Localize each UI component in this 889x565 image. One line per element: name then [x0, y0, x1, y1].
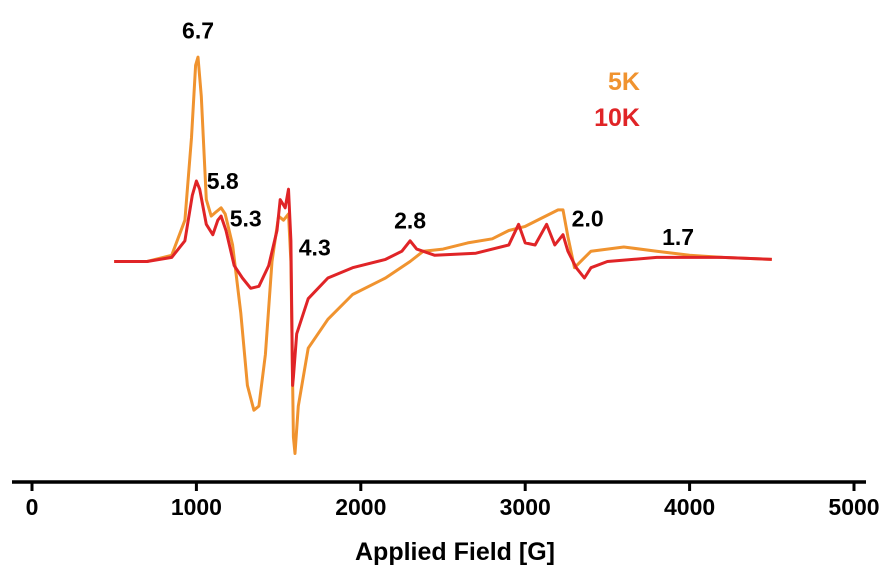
x-axis-ticks: 0 1000 2000 3000 4000 5000	[26, 482, 880, 520]
series-line-5k	[114, 55, 772, 455]
series-group	[114, 55, 772, 455]
x-tick-label: 3000	[500, 494, 551, 520]
peak-label: 4.3	[299, 234, 331, 260]
x-axis-title: Applied Field [G]	[355, 538, 555, 565]
peak-label: 6.7	[182, 17, 214, 43]
peak-label: 2.0	[572, 205, 604, 231]
x-tick-label: 2000	[335, 494, 386, 520]
x-tick-label: 1000	[171, 494, 222, 520]
peak-annotations: 6.7 5.8 5.3 4.3 2.8 2.0 1.7	[182, 17, 694, 260]
peak-label: 5.8	[207, 168, 239, 194]
legend-entry-10k: 10K	[594, 104, 640, 132]
x-tick-label: 4000	[664, 494, 715, 520]
series-line-10k	[114, 179, 772, 387]
x-tick-label: 0	[26, 494, 39, 520]
x-tick-label: 5000	[828, 494, 879, 520]
legend-entry-5k: 5K	[608, 68, 640, 96]
peak-label: 2.8	[394, 207, 426, 233]
peak-label: 5.3	[230, 205, 262, 231]
peak-label: 1.7	[662, 224, 694, 250]
